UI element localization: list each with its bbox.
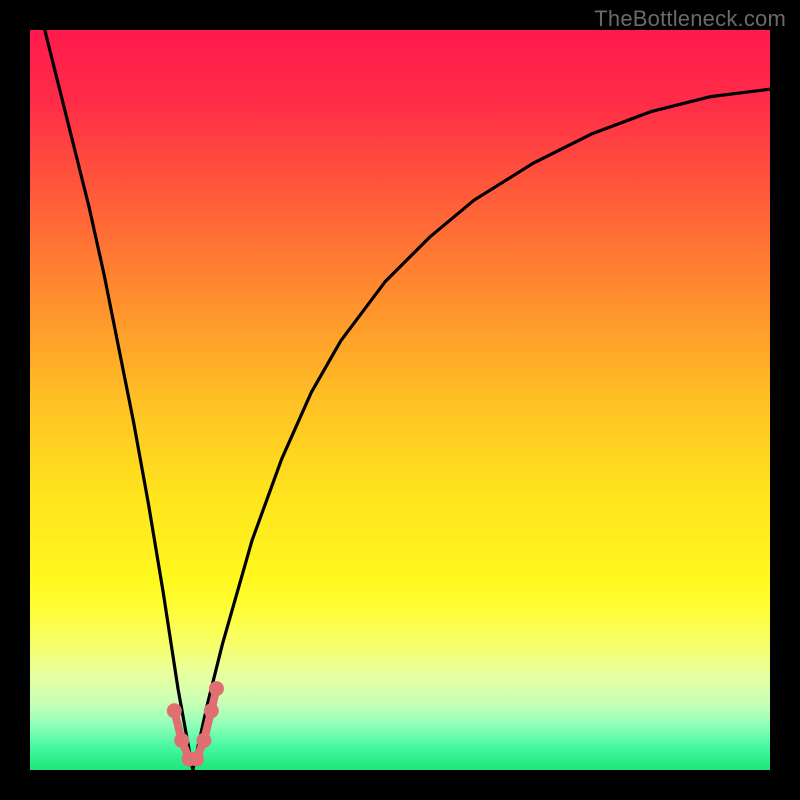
marker-dot [196, 733, 211, 748]
marker-dot [189, 751, 204, 766]
marker-dot [174, 733, 189, 748]
marker-dot [204, 703, 219, 718]
watermark-text: TheBottleneck.com [594, 6, 786, 32]
plot-area [30, 30, 770, 770]
bottleneck-curve [45, 30, 770, 770]
marker-dot [167, 703, 182, 718]
chart-frame: TheBottleneck.com [0, 0, 800, 800]
curve-layer [30, 30, 770, 770]
marker-dot [209, 681, 224, 696]
